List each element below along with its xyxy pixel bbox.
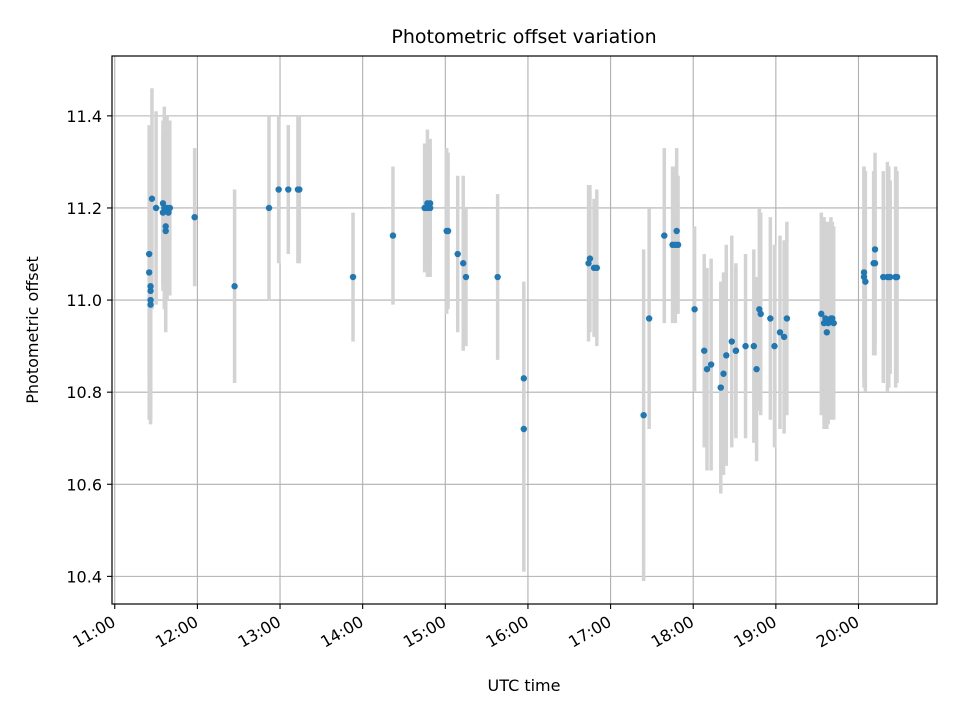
data-point (893, 273, 901, 281)
data-point (822, 315, 829, 322)
y-tick-label: 10.6 (66, 475, 102, 494)
data-point (162, 227, 169, 235)
y-tick-label: 11.2 (66, 199, 102, 218)
data-point (780, 333, 788, 341)
data-point (444, 227, 452, 235)
data-point (520, 375, 528, 382)
y-tick-label: 11.4 (66, 107, 102, 126)
data-point (691, 306, 698, 313)
data-point (767, 315, 774, 322)
data-point (147, 296, 154, 304)
data-point (640, 411, 647, 419)
data-point (701, 347, 708, 354)
data-point (645, 315, 653, 322)
y-tick-label: 11.0 (66, 291, 102, 310)
data-point (862, 278, 869, 285)
y-tick-label: 10.4 (66, 567, 102, 586)
data-point (191, 213, 198, 221)
data-point (830, 319, 837, 327)
data-point (742, 342, 749, 350)
data-point (460, 260, 467, 267)
data-point (147, 287, 154, 295)
data-point (152, 204, 160, 212)
data-point (673, 227, 680, 235)
data-point (494, 273, 501, 281)
data-point (720, 370, 727, 377)
data-point (723, 352, 730, 359)
x-axis-label: UTC time (488, 676, 561, 695)
data-point (296, 186, 303, 193)
data-point (750, 342, 758, 350)
plot-frame (111, 55, 938, 605)
y-tick-label: 10.8 (66, 383, 102, 402)
data-point (860, 269, 868, 276)
data-point (593, 264, 601, 272)
data-point (389, 232, 397, 239)
y-axis-label: Photometric offset (23, 256, 42, 404)
data-point (426, 204, 434, 212)
data-point (454, 250, 461, 258)
data-point (231, 283, 238, 290)
data-point (753, 365, 760, 373)
data-point (783, 315, 791, 322)
data-point (818, 310, 825, 318)
data-point (871, 246, 879, 253)
data-point (145, 250, 153, 258)
point-layer (145, 186, 901, 433)
data-point (771, 342, 778, 350)
y-axis: 10.4 10.6 10.8 11.0 11.2 11.4 (66, 107, 112, 586)
data-point (732, 347, 740, 354)
data-point (871, 260, 879, 267)
data-point (707, 361, 715, 368)
data-point (757, 310, 764, 318)
data-point (717, 384, 724, 391)
data-point (426, 200, 434, 207)
data-point (349, 273, 357, 281)
data-point (520, 425, 528, 433)
data-point (148, 195, 156, 202)
data-point (275, 186, 282, 193)
data-point (728, 338, 735, 345)
data-point (145, 269, 153, 276)
data-point (147, 301, 154, 308)
data-point (674, 241, 682, 249)
data-point (265, 204, 273, 212)
data-point (823, 329, 831, 336)
chart-title: Photometric offset variation (391, 26, 656, 48)
data-point (776, 329, 784, 336)
data-point (162, 223, 169, 230)
data-point (824, 319, 832, 327)
data-point (166, 204, 174, 212)
data-point (462, 273, 470, 281)
data-point (661, 232, 668, 239)
data-point (886, 273, 894, 281)
data-point (703, 365, 711, 373)
data-point (147, 283, 154, 290)
data-point (586, 255, 594, 262)
data-point (285, 186, 292, 193)
